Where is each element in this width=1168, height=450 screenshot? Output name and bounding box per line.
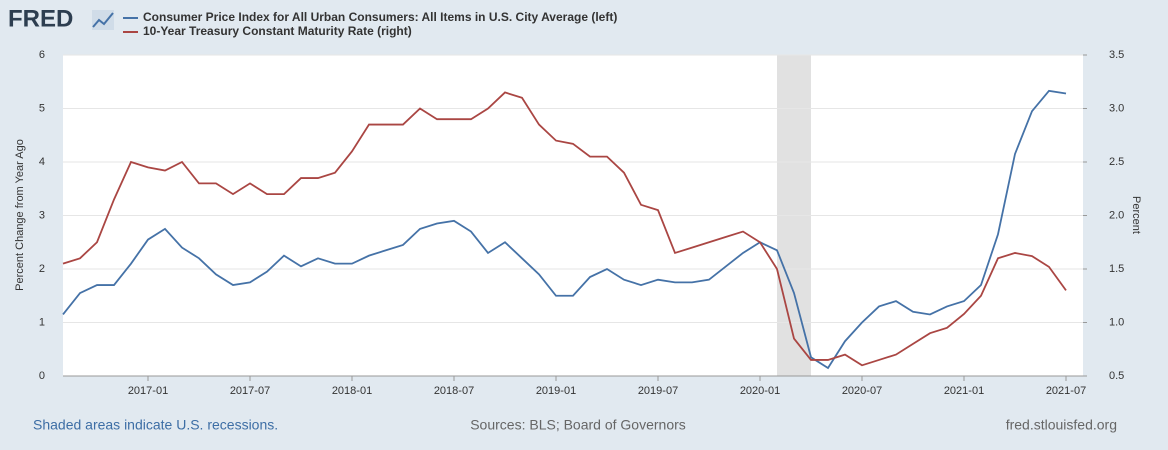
x-tick-label: 2017-07	[230, 385, 270, 397]
y-axis-label: Percent Change from Year Ago	[14, 139, 26, 291]
legend-label: 10-Year Treasury Constant Maturity Rate …	[143, 24, 412, 38]
y2-axis-label: Percent	[1130, 196, 1142, 234]
x-tick-label: 2019-07	[638, 385, 678, 397]
series-line	[62, 89, 1067, 370]
y-tick-label: 0	[39, 370, 45, 382]
footer-source: Sources: BLS; Board of Governors	[470, 417, 686, 433]
y-tick-label: 2	[39, 263, 45, 275]
x-tick-label: 2017-01	[128, 385, 168, 397]
y-tick-label: 6	[39, 49, 45, 61]
x-tick-label: 2021-07	[1046, 385, 1086, 397]
x-tick-label: 2020-07	[842, 385, 882, 397]
x-tick-label: 2018-01	[332, 385, 372, 397]
logo: FRED	[8, 5, 73, 32]
y-tick-label: 1	[39, 316, 45, 328]
y2-tick-label: 3.5	[1109, 49, 1124, 61]
y2-tick-label: 3.0	[1109, 102, 1124, 114]
y-tick-label: 4	[39, 156, 45, 168]
series-line	[62, 91, 1067, 367]
y2-tick-label: 2.0	[1109, 209, 1124, 221]
footer-note: Shaded areas indicate U.S. recessions.	[33, 417, 278, 433]
y-tick-label: 3	[39, 209, 45, 221]
y2-tick-label: 1.0	[1109, 316, 1124, 328]
logo-icon	[92, 10, 114, 30]
x-tick-label: 2020-01	[740, 385, 780, 397]
y2-tick-label: 1.5	[1109, 263, 1124, 275]
x-tick-label: 2019-01	[536, 385, 576, 397]
y2-tick-label: 0.5	[1109, 370, 1124, 382]
logo-line	[92, 12, 114, 28]
x-tick-label: 2018-07	[434, 385, 474, 397]
y2-tick-label: 2.5	[1109, 156, 1124, 168]
legend-label: Consumer Price Index for All Urban Consu…	[143, 10, 617, 24]
x-tick-label: 2021-01	[944, 385, 984, 397]
y-tick-label: 5	[39, 102, 45, 114]
footer-url: fred.stlouisfed.org	[1006, 417, 1117, 433]
